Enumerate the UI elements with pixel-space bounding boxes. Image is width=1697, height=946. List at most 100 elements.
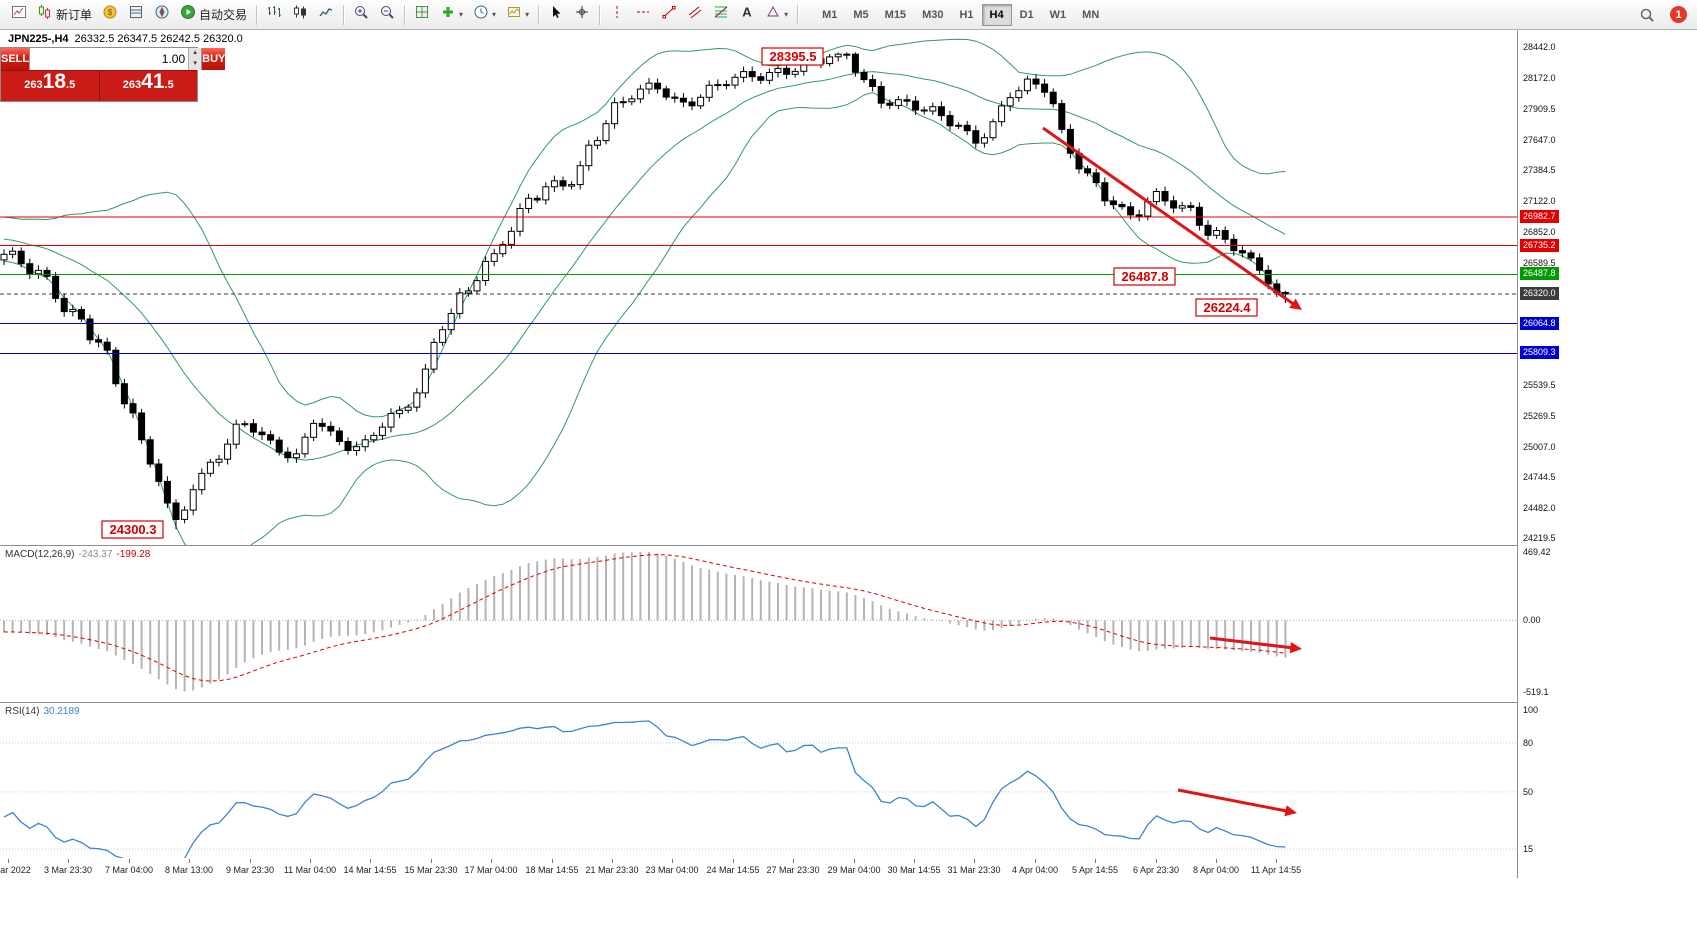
vline-icon — [609, 4, 625, 25]
sell-price[interactable]: 263 18.5 — [24, 70, 76, 93]
time-tick — [8, 859, 9, 863]
channel-button[interactable] — [682, 3, 708, 27]
time-axis-label: 17 Mar 04:00 — [464, 865, 518, 875]
timeframe-m15[interactable]: M15 — [884, 8, 907, 21]
macd-axis-label: 0.00 — [1523, 615, 1541, 625]
price-axis[interactable]: 28442.0 28172.0 27909.5 27647.0 27384.5 27122… — [1517, 30, 1587, 878]
timeframe-m1[interactable]: M1 — [822, 8, 838, 21]
candles — [0, 52, 1289, 530]
rsi-panel[interactable] — [0, 703, 1517, 858]
sell-button[interactable]: SELL — [1, 48, 30, 70]
volume-down-button[interactable]: ▾ — [193, 60, 197, 67]
svg-text:A: A — [742, 5, 752, 20]
macd-main-value: -243.37 — [78, 549, 113, 560]
time-axis-label: 9 Mar 23:30 — [225, 865, 275, 875]
navigator-button[interactable] — [149, 3, 175, 27]
time-tick — [1156, 859, 1157, 863]
toolbar-separator — [797, 4, 799, 25]
timeframe-bar: M1 M5 M15 M30 H1 H4 D1 W1 MN — [814, 3, 1107, 26]
autotrading-button[interactable]: 自动交易 — [175, 3, 252, 27]
panel-separator[interactable] — [0, 545, 1587, 546]
time-axis[interactable]: 2 Mar 2022 3 Mar 23:30 7 Mar 04:00 8 Mar 13… — [0, 858, 1517, 878]
time-axis-label: 23 Mar 04:00 — [645, 865, 699, 875]
trend-arrow[interactable] — [1177, 788, 1297, 817]
add-indicator-button[interactable]: ▾ — [435, 3, 468, 27]
notification-badge[interactable]: 1 — [1670, 6, 1687, 23]
fibo-icon — [713, 4, 729, 25]
fibonacci-button[interactable] — [708, 3, 734, 27]
timeframe-h1[interactable]: H1 — [959, 8, 974, 21]
trend-arrow[interactable] — [1042, 126, 1302, 310]
periods-button[interactable]: ▾ — [468, 3, 501, 27]
line-chart-button[interactable] — [313, 3, 339, 27]
price-axis-label: 27384.5 — [1523, 165, 1556, 175]
new-order-button[interactable]: 新订单 — [32, 3, 97, 27]
panel-separator[interactable] — [0, 702, 1587, 703]
templates-button[interactable]: ▾ — [501, 3, 534, 27]
shapes-icon — [765, 4, 781, 25]
timeframe-m30[interactable]: M30 — [922, 8, 944, 21]
time-axis-label: 11 Apr 14:55 — [1250, 865, 1302, 875]
buy-price[interactable]: 263 41.5 — [122, 70, 174, 93]
time-tick — [1095, 859, 1096, 863]
marketwatch-button[interactable]: $ — [97, 3, 123, 27]
time-axis-label: 30 Mar 14:55 — [887, 865, 941, 875]
timeframe-h4[interactable]: H4 — [981, 3, 1012, 26]
search-icon[interactable] — [1634, 3, 1660, 27]
timeframe-d1[interactable]: D1 — [1019, 8, 1034, 21]
macd-panel[interactable] — [0, 546, 1517, 702]
trade-panel-divider — [98, 71, 100, 101]
volume-up-button[interactable]: ▴ — [193, 49, 197, 56]
volume-input[interactable] — [30, 48, 189, 70]
timeframe-w1[interactable]: W1 — [1049, 8, 1067, 21]
toolbar-button-label: 自动交易 — [199, 8, 248, 22]
time-axis-label: 27 Mar 23:30 — [766, 865, 820, 875]
cursor-icon — [548, 4, 564, 25]
toolbar-separator — [538, 4, 540, 25]
time-axis-label: 5 Apr 14:55 — [1071, 865, 1119, 875]
shapes-button[interactable]: ▾ — [760, 3, 793, 27]
price-line-label: 26064.8 — [1520, 317, 1559, 330]
horizontal-price-lines[interactable] — [0, 216, 1517, 354]
price-axis-label: 27647.0 — [1523, 135, 1556, 145]
tile-icon — [414, 4, 430, 25]
rsi-axis-label: 15 — [1523, 844, 1534, 854]
channel-icon — [687, 4, 703, 25]
time-axis-label: 6 Apr 23:30 — [1132, 865, 1180, 875]
candlestick-chart-button[interactable] — [287, 3, 313, 27]
chart-ohlc-label: 26332.5 26347.5 26242.5 26320.0 — [74, 33, 243, 45]
timeframe-mn[interactable]: MN — [1082, 8, 1100, 21]
annotation-labels[interactable]: 28395.5 26487.8 26224.4 24300.3 — [101, 47, 1258, 539]
rsi-axis-label: 80 — [1523, 738, 1534, 748]
chart-window-icon — [11, 4, 27, 25]
time-axis-label: 24 Mar 14:55 — [706, 865, 760, 875]
time-axis-label: 14 Mar 14:55 — [343, 865, 397, 875]
vertical-line-button[interactable] — [604, 3, 630, 27]
svg-text:24300.3: 24300.3 — [110, 522, 157, 537]
text-label-button[interactable]: A — [734, 3, 760, 27]
zoom-out-button[interactable] — [374, 3, 400, 27]
trend-arrow[interactable] — [1209, 636, 1302, 654]
tile-windows-button[interactable] — [409, 3, 435, 27]
crosshair-button[interactable] — [569, 3, 595, 27]
crosshair-icon — [574, 4, 590, 25]
price-axis-label: 24744.5 — [1523, 472, 1556, 482]
svg-text:26487.8: 26487.8 — [1122, 269, 1169, 284]
bar-chart-button[interactable] — [261, 3, 287, 27]
cursor-button[interactable] — [543, 3, 569, 27]
data-window-button[interactable] — [123, 3, 149, 27]
timeframe-m5[interactable]: M5 — [853, 8, 869, 21]
price-axis-label: 28442.0 — [1523, 42, 1556, 52]
toolbar-right: 1 — [1634, 3, 1691, 27]
toolbar-separator — [599, 4, 601, 25]
trendline-button[interactable] — [656, 3, 682, 27]
horizontal-line-button[interactable] — [630, 3, 656, 27]
buy-button[interactable]: BUY — [202, 48, 226, 70]
main-chart[interactable]: 28395.5 26487.8 26224.4 24300.3 — [0, 30, 1517, 545]
macd-name: MACD(12,26,9) — [5, 549, 75, 560]
time-axis-label: 15 Mar 23:30 — [404, 865, 458, 875]
zoom-in-button[interactable] — [348, 3, 374, 27]
time-tick — [129, 859, 130, 863]
chart-window-button[interactable] — [6, 3, 32, 27]
bars-icon — [266, 4, 282, 25]
